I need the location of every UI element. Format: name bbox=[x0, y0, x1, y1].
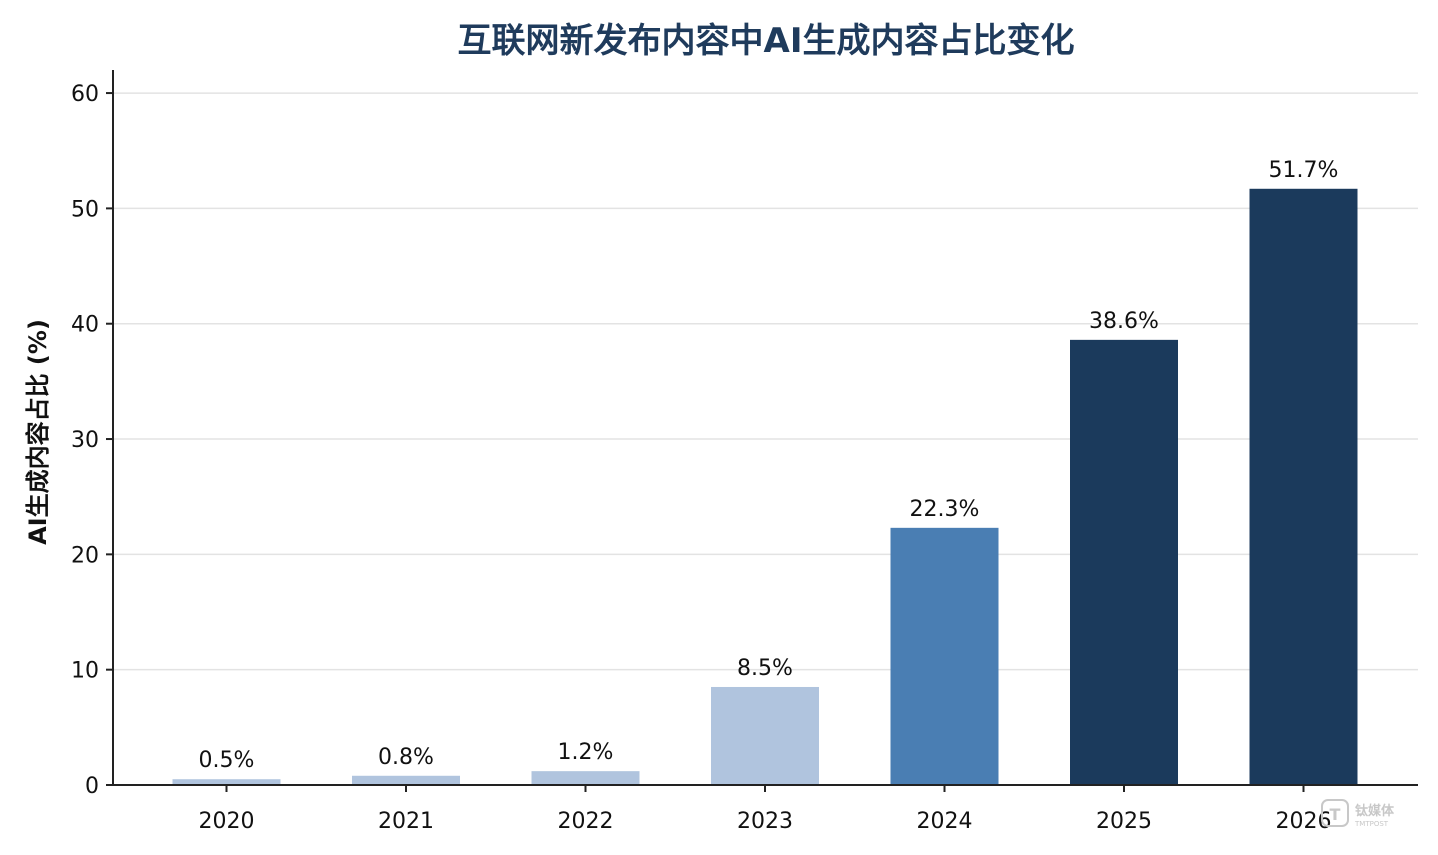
y-tick-label: 50 bbox=[71, 197, 99, 222]
x-tick-label: 2024 bbox=[917, 809, 973, 834]
bar-2024 bbox=[890, 527, 999, 785]
chart-title: 互联网新发布内容中AI生成内容占比变化 bbox=[458, 21, 1075, 61]
y-axis-label: AI生成内容占比 (%) bbox=[24, 319, 52, 545]
watermark-text: 钛媒体 bbox=[1354, 803, 1395, 819]
data-label-2023: 8.5% bbox=[737, 656, 793, 681]
y-tick-label: 10 bbox=[71, 659, 99, 684]
tmtpost-logo-icon: T bbox=[1321, 799, 1349, 827]
y-tick-label: 30 bbox=[71, 428, 99, 453]
x-tick-label: 2023 bbox=[737, 809, 793, 834]
bar-2020 bbox=[172, 779, 281, 785]
y-ticks: 0 10 20 30 40 50 60 bbox=[71, 82, 113, 799]
bar-2022 bbox=[531, 771, 640, 785]
y-tick-label: 0 bbox=[85, 774, 99, 799]
data-label-2025: 38.6% bbox=[1089, 309, 1159, 334]
x-tick-label: 2020 bbox=[199, 809, 255, 834]
y-tick-label: 60 bbox=[71, 82, 99, 107]
bars bbox=[172, 188, 1358, 786]
data-label-2020: 0.5% bbox=[199, 748, 255, 773]
data-label-2024: 22.3% bbox=[910, 497, 980, 522]
data-label-2026: 51.7% bbox=[1269, 158, 1339, 183]
y-tick-label: 40 bbox=[71, 313, 99, 338]
bar-2023 bbox=[711, 686, 819, 785]
watermark-subtext: TMTPOST bbox=[1354, 820, 1389, 828]
x-tick-label: 2021 bbox=[378, 809, 434, 834]
data-label-2021: 0.8% bbox=[378, 745, 434, 770]
bar-2025 bbox=[1070, 339, 1178, 785]
bar-2021 bbox=[352, 775, 460, 785]
svg-text:T: T bbox=[1330, 805, 1341, 824]
y-tick-label: 20 bbox=[71, 543, 99, 568]
bar-2026 bbox=[1249, 188, 1358, 786]
gridlines bbox=[113, 92, 1418, 671]
data-label-2022: 1.2% bbox=[558, 740, 614, 765]
x-tick-label: 2025 bbox=[1096, 809, 1152, 834]
data-labels: 0.5% 0.8% 1.2% 8.5% 22.3% 38.6% 51.7% bbox=[199, 158, 1339, 773]
watermark: T 钛媒体 TMTPOST bbox=[1321, 799, 1395, 828]
x-ticks: 2020 2021 2022 2023 2024 2025 2026 bbox=[199, 785, 1332, 834]
x-tick-label: 2022 bbox=[558, 809, 614, 834]
